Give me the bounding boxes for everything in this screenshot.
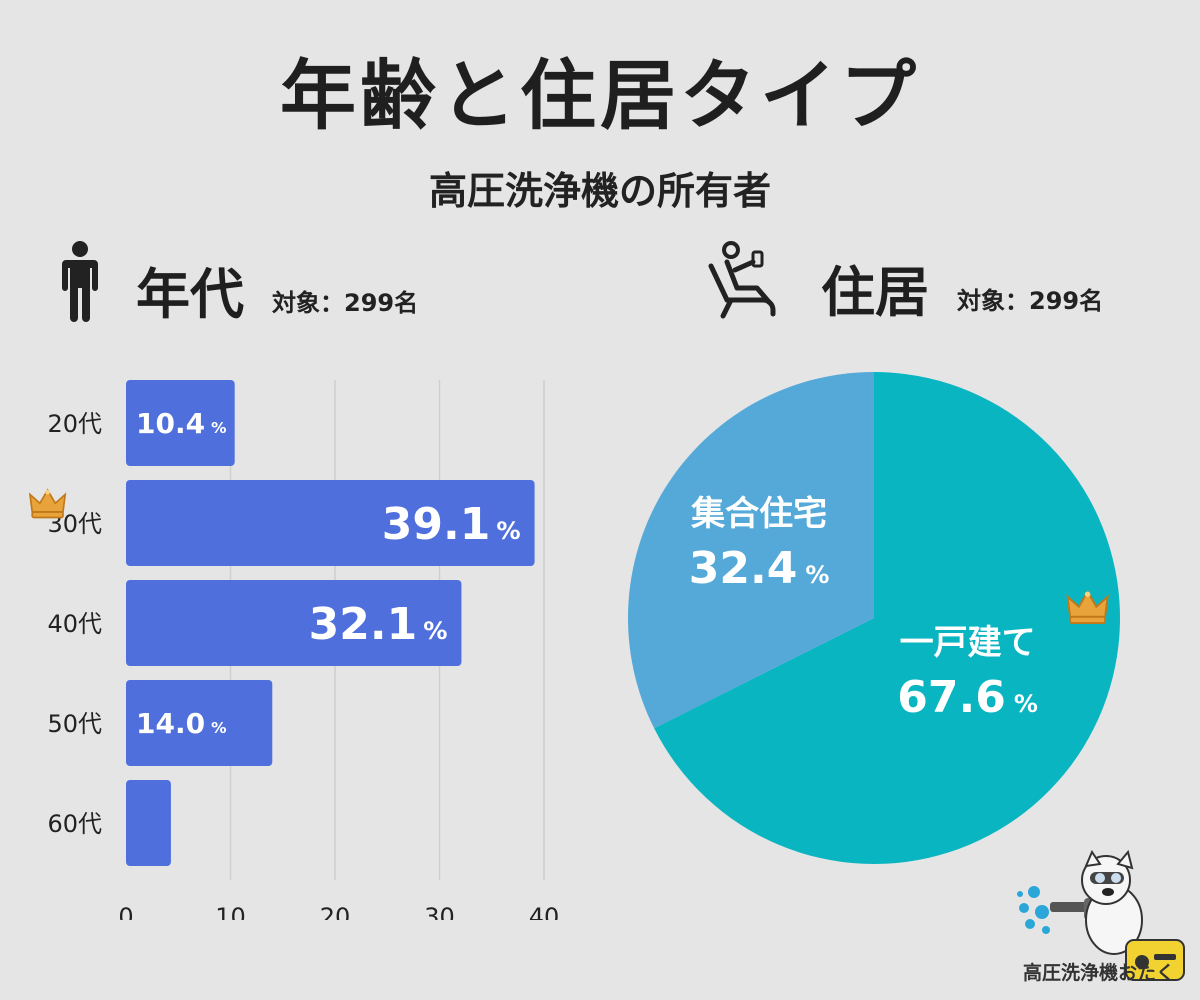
home-pie-chart: 一戸建て 67.6 % 集合住宅 32.4% bbox=[628, 372, 1120, 864]
x-tick-label: 0 bbox=[118, 903, 133, 920]
crown-icon bbox=[28, 488, 67, 519]
bar-40代 bbox=[126, 580, 462, 666]
pie-value-label: 32.4% bbox=[689, 543, 830, 594]
bar-20代 bbox=[126, 380, 235, 466]
reclining-chair-icon bbox=[708, 241, 776, 319]
age-section-header: 年代 対象：299名 bbox=[60, 240, 418, 322]
x-tick-label: 30 bbox=[424, 903, 455, 920]
pie-value-label: 67.6% bbox=[897, 672, 1038, 723]
chart-subtitle: 高圧洗浄機の所有者 bbox=[428, 169, 771, 213]
mascot-logo bbox=[1017, 850, 1185, 981]
bar-30代 bbox=[126, 480, 535, 566]
bar-60代 bbox=[126, 780, 171, 866]
category-label: 20代 bbox=[47, 410, 102, 438]
pie-slice-label: 一戸建て bbox=[900, 623, 1036, 663]
person-icon bbox=[62, 241, 98, 322]
category-label: 50代 bbox=[47, 710, 102, 738]
pie-slice-一戸建て bbox=[654, 372, 1120, 864]
bar-50代 bbox=[126, 680, 273, 766]
pie-slice-label: 集合住宅 bbox=[690, 494, 827, 534]
bar-value-label: 10.4% bbox=[136, 407, 227, 440]
x-tick-label: 40 bbox=[529, 903, 560, 920]
home-section-label: 住居 bbox=[821, 261, 929, 324]
crown-icon bbox=[1066, 589, 1109, 624]
age-section-label: 年代 bbox=[136, 263, 244, 326]
age-section-target: 対象：299名 bbox=[272, 289, 419, 317]
x-tick-label: 20 bbox=[320, 903, 351, 920]
pie-slice-集合住宅 bbox=[628, 372, 874, 729]
logo-text: 高圧洗浄機おたく bbox=[1022, 962, 1175, 984]
bar-value-label: 39.1% bbox=[382, 499, 521, 550]
x-tick-label: 10 bbox=[215, 903, 246, 920]
home-section-header: 住居 対象：299名 bbox=[705, 240, 1103, 320]
chart-title: 年齢と住居タイプ bbox=[280, 51, 920, 140]
home-section-target: 対象：299名 bbox=[957, 287, 1104, 315]
category-label: 40代 bbox=[47, 610, 102, 638]
bar-value-label: 32.1% bbox=[309, 599, 448, 650]
category-label: 60代 bbox=[47, 810, 102, 838]
bar-value-label: 14.0% bbox=[136, 707, 227, 740]
